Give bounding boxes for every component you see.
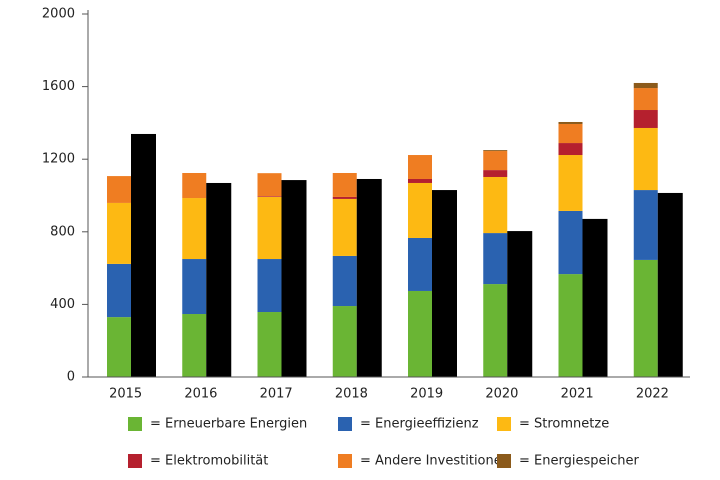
x-tick-label: 2020 — [485, 387, 518, 402]
legend-label: = Elektromobilität — [150, 454, 268, 469]
bar-segment — [182, 198, 207, 260]
bar-segment — [332, 198, 357, 256]
bar — [131, 133, 156, 377]
bar — [356, 178, 382, 377]
bar-segment — [332, 196, 357, 199]
bar-segment — [182, 314, 207, 377]
bar-segment — [257, 312, 282, 377]
x-tick-label: 2016 — [184, 387, 217, 402]
bar-segment — [558, 143, 583, 156]
bar-segment — [483, 151, 508, 171]
bar-segment — [107, 317, 131, 377]
bar-segment — [633, 259, 658, 377]
bar-segment — [408, 178, 432, 183]
bar-segment — [332, 172, 357, 197]
bar-segment — [408, 290, 432, 377]
legend-swatch — [497, 417, 511, 431]
legend-label: = Energiespeicher — [519, 454, 639, 469]
bar-segment — [633, 127, 658, 191]
bar — [206, 182, 232, 377]
bar-segment — [558, 274, 583, 377]
x-tick-label: 2018 — [335, 387, 368, 402]
y-tick-label: 1600 — [42, 79, 75, 94]
bar — [507, 231, 533, 377]
bar-segment — [408, 182, 432, 238]
legend-label: = Andere Investitionen — [360, 454, 510, 469]
y-tick-label: 2000 — [42, 7, 75, 22]
legend-swatch — [128, 417, 142, 431]
bar-segment — [633, 88, 658, 111]
bar — [432, 190, 457, 377]
x-tick-label: 2015 — [109, 387, 142, 402]
bar-segment — [558, 123, 583, 144]
x-tick-label: 2022 — [636, 387, 669, 402]
bar-segment — [257, 173, 282, 197]
bar-segment — [408, 237, 432, 291]
bar — [281, 180, 307, 377]
x-tick-label: 2021 — [561, 387, 594, 402]
legend-label: = Energieeffizienz — [360, 417, 479, 432]
bar-segment — [633, 110, 658, 128]
bar-segment — [408, 155, 432, 179]
bar-segment — [182, 172, 207, 199]
bar-segment — [257, 196, 282, 260]
bar — [582, 218, 608, 377]
bar-segment — [332, 306, 357, 377]
bar-segment — [558, 121, 583, 124]
bar-segment — [633, 190, 658, 260]
legend-swatch — [497, 454, 511, 468]
legend-swatch — [338, 454, 352, 468]
bar-segment — [483, 150, 508, 152]
x-tick-label: 2019 — [410, 387, 443, 402]
bar-segment — [483, 284, 508, 377]
bar-segment — [107, 202, 131, 264]
bar-segment — [483, 176, 508, 234]
legend-label: = Erneuerbare Energien — [150, 417, 307, 432]
y-tick-label: 400 — [50, 297, 75, 312]
y-tick-label: 1200 — [42, 152, 75, 167]
y-tick-label: 0 — [67, 370, 75, 385]
bar-segment — [633, 82, 658, 89]
bar-segment — [332, 255, 357, 307]
bar-segment — [182, 259, 207, 315]
bar-segment — [257, 196, 282, 197]
bar-segment — [107, 176, 131, 203]
bar-segment — [483, 170, 508, 177]
legend-swatch — [338, 417, 352, 431]
legend-swatch — [128, 454, 142, 468]
legend-label: = Stromnetze — [519, 417, 609, 432]
bar-segment — [257, 259, 282, 313]
bar-segment — [558, 210, 583, 275]
x-tick-label: 2017 — [260, 387, 293, 402]
y-tick-label: 800 — [50, 224, 75, 239]
bar-segment — [107, 263, 131, 318]
bar-segment — [483, 233, 508, 285]
bar-segment — [558, 155, 583, 211]
bar — [657, 192, 683, 377]
